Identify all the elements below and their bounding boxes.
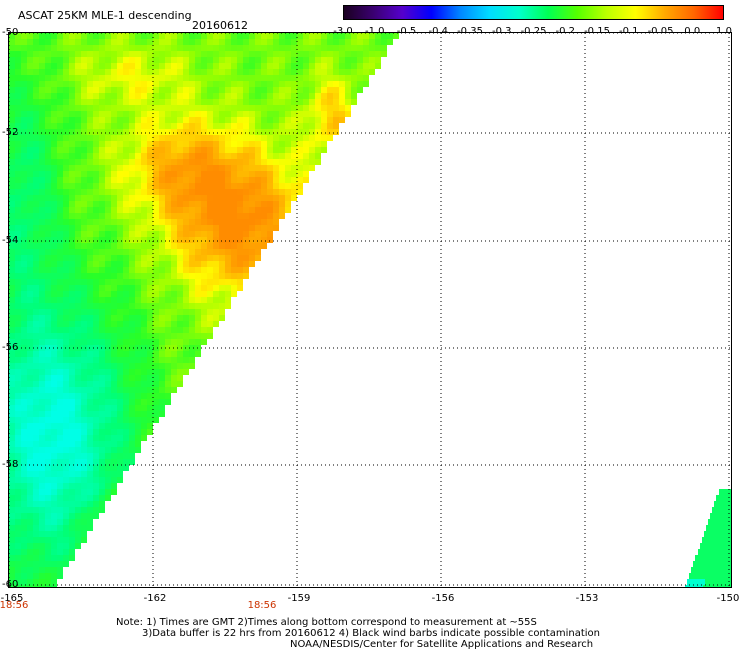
color-scale-label: 0.0	[684, 27, 700, 37]
lon-label-153: -153	[575, 593, 599, 604]
lon-label-165: -165	[0, 593, 24, 604]
color-scale-bar	[343, 5, 724, 20]
lon-label-159: -159	[287, 593, 311, 604]
footer-note-line1: Note: 1) Times are GMT 2)Times along bot…	[116, 617, 537, 628]
lon-label-162: -162	[143, 593, 167, 604]
lat-label-60: -60	[2, 579, 19, 590]
lat-label-52: -52	[2, 127, 19, 138]
time-label-left: 18:56	[0, 600, 29, 611]
lon-label-150: -150	[716, 593, 740, 604]
lat-label-56: -56	[2, 342, 19, 353]
color-scale-label: -0.1	[619, 27, 639, 37]
time-label-mid: 18:56	[247, 600, 277, 611]
map-date: 20160612	[192, 19, 248, 32]
lon-label-156: -156	[431, 593, 455, 604]
lat-label-58: -58	[2, 459, 19, 470]
color-scale-label: 1.0	[716, 27, 732, 37]
color-scale-label: -0.2	[555, 27, 575, 37]
footer-note-line2: 3)Data buffer is 22 hrs from 20160612 4)…	[142, 628, 600, 639]
color-scale-label: -0.05	[648, 27, 674, 37]
color-scale-label: -3.0	[333, 27, 353, 37]
color-scale-label: -1.0	[365, 27, 385, 37]
color-scale-label: -0.4	[428, 27, 448, 37]
lat-label-50: -50	[2, 27, 19, 38]
swath-map	[8, 32, 732, 588]
color-scale-label: -0.35	[457, 27, 483, 37]
lat-label-54: -54	[2, 235, 19, 246]
color-scale-label: -0.15	[584, 27, 610, 37]
color-scale-label: -0.5	[397, 27, 417, 37]
map-title: ASCAT 25KM MLE-1 descending	[18, 9, 192, 22]
color-scale-label: -0.3	[492, 27, 512, 37]
color-scale-label: -0.25	[521, 27, 547, 37]
footer-credit: NOAA/NESDIS/Center for Satellite Applica…	[290, 639, 594, 650]
